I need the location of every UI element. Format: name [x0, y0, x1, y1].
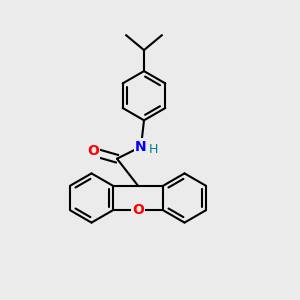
Text: O: O [87, 144, 99, 158]
Text: O: O [132, 203, 144, 217]
Text: N: N [135, 140, 147, 154]
Text: H: H [148, 143, 158, 156]
